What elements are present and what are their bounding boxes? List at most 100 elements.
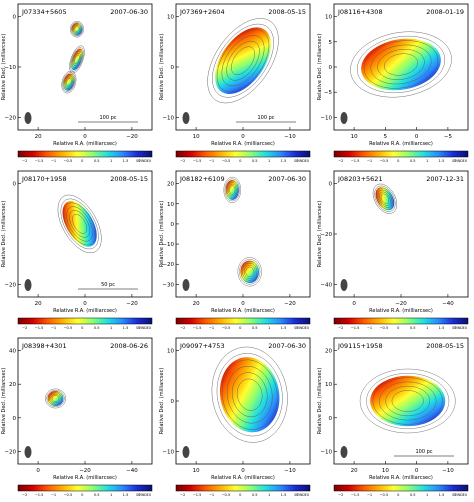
beam-ellipse — [340, 112, 348, 124]
colorbar-tick-label: −0.5 — [222, 326, 231, 330]
contour-line — [69, 20, 84, 38]
x-tick-label: 5 — [384, 134, 388, 140]
x-tick-label: 0 — [352, 301, 356, 307]
beam-ellipse — [24, 279, 32, 291]
contour-line — [216, 353, 283, 437]
contour-line — [66, 78, 72, 86]
emission-component — [372, 183, 398, 214]
colorbar — [175, 150, 311, 158]
colorbar-tick-label: 0 — [397, 326, 400, 330]
contour-line — [350, 31, 452, 98]
colorbar-tick-label: −1 — [51, 326, 56, 330]
colorbar-tick-label: 1 — [426, 159, 428, 163]
contour-line — [71, 49, 83, 70]
contour-line — [236, 378, 263, 411]
colorbar-tick-label: 2 — [455, 159, 457, 163]
contour-line — [380, 193, 390, 204]
colorbar-tick-label: 0 — [81, 326, 84, 330]
y-tick-label: −20 — [4, 449, 16, 455]
x-tick-label: 10 — [193, 468, 200, 474]
colorbar-tick-label: 1.5 — [123, 493, 129, 497]
y-tick-label: 5 — [329, 40, 333, 46]
spectral-index-map — [47, 390, 64, 407]
colorbar-tick-label: 1 — [426, 493, 428, 497]
colorbar-tick-label: −1.5 — [351, 326, 360, 330]
x-axis-label: Relative R.A. (milliarcsec) — [53, 475, 117, 481]
contour-line — [377, 189, 393, 208]
panel-j08116-4308: J08116+4308 2008-01-19 10 5 0 −5 10 5 0 −5 −10 Rela… — [316, 0, 474, 167]
observation-date: 2007-12-31 — [426, 175, 464, 183]
contour-line — [57, 194, 102, 254]
x-tick-label: 20 — [193, 301, 200, 307]
contour-line — [384, 53, 418, 76]
y-tick-label: −20 — [4, 282, 16, 288]
colorbar-tick-label: −1 — [209, 326, 214, 330]
contour-line — [237, 257, 262, 287]
colorbar-tick-label: 0 — [397, 493, 400, 497]
colorbar — [17, 150, 153, 158]
contour-line — [379, 191, 391, 206]
spectral-index-map — [219, 357, 280, 433]
colorbar-tick-label: −1 — [51, 159, 56, 163]
beam-ellipse — [340, 446, 348, 458]
panel-j08170-1958: J08170+1958 2008-05-15 50 pc 20 0 −20 0 −20 Rela… — [0, 167, 158, 334]
y-tick-label: −40 — [320, 282, 332, 288]
colorbar-tick-label: 0 — [239, 159, 242, 163]
y-tick-label: 0 — [329, 416, 333, 422]
colorbar-tick-label: 0.5 — [410, 326, 416, 330]
emission-component — [61, 70, 77, 94]
x-axis-label: Relative R.A. (milliarcsec) — [211, 141, 275, 147]
x-tick-label: −20 — [126, 301, 138, 307]
x-axis-label: Relative R.A. (milliarcsec) — [369, 141, 433, 147]
contour-line — [228, 183, 237, 197]
colorbar-tick-label: 0.5 — [252, 159, 258, 163]
x-tick-label: −5 — [444, 134, 453, 140]
colorbar — [175, 484, 311, 492]
contour-line — [51, 395, 60, 402]
panel-j08182-6109: J08182+6109 2007-06-30 20 0 −20 20 10 0 −10 −20 −3… — [158, 167, 316, 334]
contour-line — [229, 185, 236, 195]
y-tick-label: 0 — [171, 399, 175, 405]
contour-line — [207, 18, 279, 104]
beam-ellipse — [24, 112, 32, 124]
contour-line — [72, 24, 82, 35]
y-tick-label: −20 — [162, 262, 174, 268]
y-axis-label: Relative Decl. (milliarcsec) — [1, 34, 7, 101]
emission-component — [207, 18, 279, 104]
colorbar-unit-label: SP INDEX — [136, 493, 152, 497]
x-tick-label: 0 — [83, 301, 87, 307]
colorbar-unit-label: SP INDEX — [136, 326, 152, 330]
y-axis-label: Relative Decl. (milliarcsec) — [1, 201, 7, 268]
colorbar-tick-label: 1.5 — [439, 159, 445, 163]
panel-j07334-5605: J07334+5605 2007-06-30 100 pc 20 0 −20 0 −10 −20… — [0, 0, 158, 167]
contour-line — [216, 29, 270, 92]
panel-j08203-5621: J08203+5621 2007-12-31 0 −20 −40 0 −20 −40 Relat… — [316, 167, 474, 334]
contour-line — [72, 51, 82, 68]
colorbar-tick-label: 1.5 — [123, 326, 129, 330]
observation-date: 2007-06-30 — [268, 342, 306, 350]
colorbar — [333, 150, 469, 158]
colorbar-tick-label: −0.5 — [380, 159, 389, 163]
colorbar-unit-label: SP INDEX — [294, 326, 310, 330]
x-axis-label: Relative R.A. (milliarcsec) — [53, 141, 117, 147]
emission-component — [69, 45, 85, 74]
colorbar-tick-label: −2 — [22, 159, 27, 163]
y-axis-label: Relative Decl. (milliarcsec) — [159, 34, 165, 101]
plot-frame — [17, 3, 153, 131]
panel-j07369-2604: J07369+2604 2008-05-15 100 pc 10 0 −10 10 0 −10 R… — [158, 0, 316, 167]
colorbar-tick-label: 1 — [268, 326, 270, 330]
colorbar-tick-label: 1 — [110, 159, 112, 163]
contour-line — [70, 47, 84, 72]
y-axis-label: Relative Decl. (milliarcsec) — [1, 368, 7, 435]
colorbar-tick-label: 0.5 — [94, 326, 100, 330]
y-axis-label: Relative Decl. (milliarcsec) — [159, 201, 165, 268]
contour-line — [65, 76, 73, 88]
colorbar-unit-label: SP INDEX — [294, 493, 310, 497]
y-axis-label: Relative Decl. (milliarcsec) — [317, 368, 323, 435]
colorbar-tick-label: −1.5 — [35, 159, 44, 163]
colorbar-tick-label: 2 — [139, 326, 141, 330]
